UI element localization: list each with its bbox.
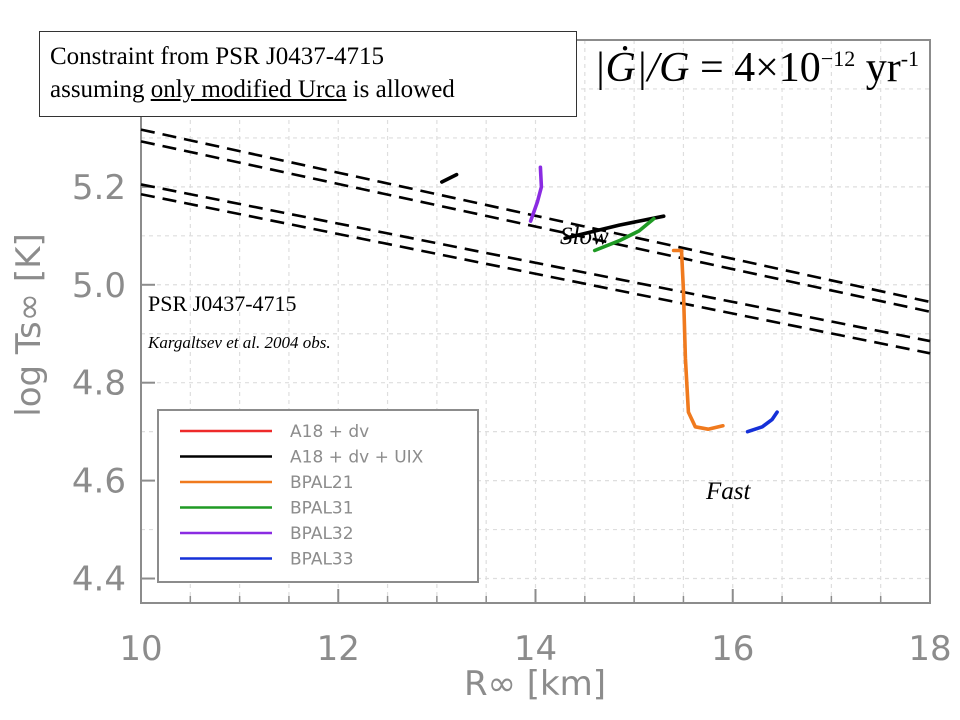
g-dot-formula: |Ġ|/G = 4×10−12 yr-1 — [594, 45, 920, 91]
x-tick-label: 12 — [317, 629, 360, 669]
y-tick-label: 5.2 — [72, 168, 126, 208]
x-axis-label: R∞ [km] — [464, 664, 606, 704]
constraint-annotation: Constraint from PSR J0437-4715 assuming … — [39, 31, 577, 117]
observation-band-line — [140, 192, 931, 355]
series-curve — [563, 214, 666, 241]
legend-label: A18 + dv — [290, 422, 369, 442]
observation-bands — [140, 128, 931, 355]
curves — [440, 165, 779, 434]
x-tick-label: 14 — [514, 629, 557, 669]
psr-name-label: PSR J0437-4715 — [148, 291, 297, 316]
series-curve — [440, 172, 459, 184]
y-tick-label: 4.8 — [72, 364, 126, 404]
constraint-line1: Constraint from PSR J0437-4715 — [50, 43, 385, 70]
legend-label: BPAL31 — [290, 499, 354, 519]
y-tick-label: 5.0 — [72, 266, 126, 306]
series-curve — [745, 410, 779, 434]
series-curve — [528, 165, 544, 223]
x-tick-label: 16 — [711, 629, 754, 669]
observation-band-line — [140, 128, 931, 304]
legend-box — [157, 409, 479, 583]
observation-band-line — [140, 183, 931, 343]
y-tick-label: 4.4 — [72, 560, 126, 600]
legend-label: BPAL33 — [290, 550, 354, 570]
legend-label: BPAL21 — [290, 473, 354, 493]
x-tick-label: 18 — [908, 629, 951, 669]
series-curve — [671, 248, 725, 431]
slow-label: Slow — [560, 223, 609, 250]
constraint-line2: assuming only modified Urca is allowed — [50, 76, 455, 103]
fast-label: Fast — [705, 478, 752, 505]
legend-label: BPAL32 — [290, 524, 354, 544]
legend: A18 + dv A18 + dv + UIX BPAL21 BPAL31 BPAL32… — [157, 409, 479, 583]
y-axis-label: log Ts∞ [K] — [9, 233, 49, 416]
x-tick-label: 10 — [119, 629, 162, 669]
psr-ref-label: Kargaltsev et al. 2004 obs. — [147, 333, 331, 352]
series-curve — [592, 216, 656, 253]
legend-label: A18 + dv + UIX — [290, 448, 424, 468]
y-tick-label: 4.6 — [72, 462, 126, 502]
observation-band-line — [140, 140, 931, 313]
